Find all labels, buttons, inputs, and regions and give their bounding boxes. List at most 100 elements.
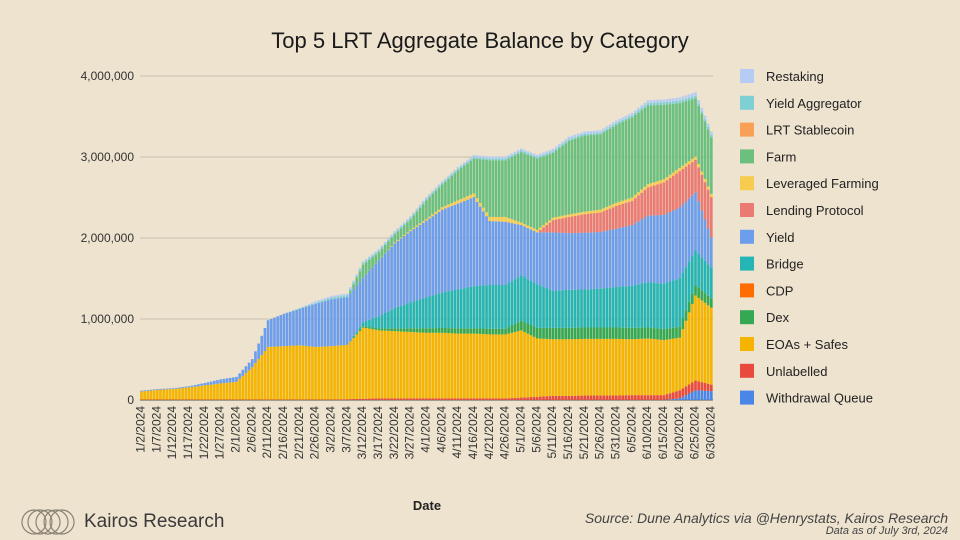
- bar-segment: [295, 345, 298, 400]
- bar-segment: [383, 312, 387, 329]
- bar-segment: [545, 288, 549, 328]
- bar-segment: [599, 132, 602, 135]
- bar-segment: [371, 255, 374, 258]
- bar-segment: [558, 290, 561, 328]
- bar-segment: [580, 136, 583, 213]
- bar-segment: [491, 216, 495, 222]
- bar-segment: [653, 99, 656, 103]
- legend-swatch: [740, 69, 754, 83]
- bar-segment: [637, 195, 640, 222]
- bar-segment: [231, 382, 235, 400]
- x-tick-label: 6/5/2024: [624, 406, 638, 453]
- bar-segment: [339, 294, 343, 297]
- bar-segment: [345, 293, 349, 296]
- bar-segment: [444, 178, 447, 181]
- bar-segment: [583, 327, 587, 339]
- bar-segment: [703, 302, 707, 383]
- bar-segment: [406, 233, 409, 304]
- bar-segment: [551, 151, 555, 153]
- x-tick-label: 4/1/2024: [419, 406, 433, 453]
- bar-segment: [478, 285, 482, 329]
- bar-segment: [326, 300, 330, 347]
- x-tick-label: 3/17/2024: [371, 406, 385, 460]
- bar-segment: [317, 300, 321, 302]
- bar-segment: [184, 387, 188, 400]
- bar-segment: [523, 331, 526, 398]
- bar-segment: [551, 232, 555, 291]
- bar-segment: [387, 250, 390, 312]
- bar-segment: [444, 205, 447, 209]
- bar-segment: [336, 294, 340, 297]
- bar-segment: [501, 160, 504, 217]
- bar-segment: [390, 234, 393, 237]
- bar-segment: [586, 338, 590, 396]
- bar-segment: [596, 338, 599, 396]
- x-tick-label: 5/21/2024: [577, 406, 591, 460]
- bar-segment: [393, 398, 397, 400]
- bar-segment: [558, 146, 561, 149]
- bar-segment: [434, 211, 438, 215]
- bar-segment: [618, 227, 621, 287]
- bar-segment: [624, 202, 628, 227]
- bar-segment: [596, 232, 599, 289]
- bar-segment: [279, 346, 283, 400]
- bar-segment: [450, 328, 454, 334]
- bar-segment: [640, 338, 644, 396]
- bar-segment: [627, 114, 631, 117]
- bar-segment: [241, 375, 245, 400]
- bar-segment: [434, 398, 438, 400]
- bar-segment: [548, 150, 552, 153]
- bar-segment: [402, 304, 406, 329]
- bar-segment: [684, 320, 688, 387]
- bar-segment: [282, 313, 286, 347]
- bar-segment: [482, 334, 485, 399]
- legend-label: Yield Aggregator: [766, 96, 862, 111]
- bar-segment: [425, 197, 428, 199]
- bar-segment: [573, 137, 577, 139]
- bar-segment: [459, 168, 463, 199]
- bar-segment: [529, 397, 533, 400]
- bar-segment: [431, 216, 435, 296]
- bar-segment: [383, 253, 387, 313]
- bar-segment: [526, 397, 530, 400]
- bar-segment: [624, 118, 628, 121]
- x-tick-label: 6/30/2024: [703, 406, 717, 460]
- bar-segment: [535, 154, 539, 157]
- bar-segment: [434, 332, 438, 399]
- bar-segment: [577, 327, 580, 340]
- bar-segment: [491, 284, 495, 329]
- bar-segment: [402, 222, 406, 224]
- bar-segment: [573, 327, 577, 340]
- bar-segment: [611, 124, 615, 127]
- bar-segment: [668, 98, 672, 102]
- bar-segment: [269, 318, 273, 347]
- bar-segment: [602, 288, 606, 328]
- bar-segment: [178, 387, 181, 389]
- bar-segment: [409, 217, 412, 220]
- y-tick-label: 3,000,000: [81, 150, 135, 164]
- bar-segment: [630, 339, 634, 396]
- bar-segment: [349, 341, 352, 400]
- bar-segment: [624, 327, 628, 340]
- bar-segment: [402, 331, 406, 399]
- bar-segment: [561, 144, 564, 146]
- bar-segment: [649, 102, 653, 106]
- bar-segment: [361, 398, 365, 400]
- bar-segment: [627, 286, 631, 328]
- bar-segment: [643, 327, 647, 339]
- bar-segment: [504, 216, 507, 222]
- legend-label: Leveraged Farming: [766, 176, 879, 191]
- bar-segment: [383, 398, 387, 400]
- bar-segment: [523, 226, 526, 278]
- bar-segment: [358, 267, 362, 270]
- bar-segment: [529, 156, 533, 227]
- bar-segment: [681, 329, 685, 389]
- bar-segment: [580, 212, 583, 215]
- bar-segment: [681, 396, 685, 400]
- bar-segment: [513, 331, 517, 398]
- bar-segment: [602, 132, 606, 209]
- bar-segment: [428, 218, 431, 297]
- bar-segment: [377, 316, 381, 329]
- bar-segment: [485, 158, 488, 160]
- bar-segment: [478, 398, 482, 400]
